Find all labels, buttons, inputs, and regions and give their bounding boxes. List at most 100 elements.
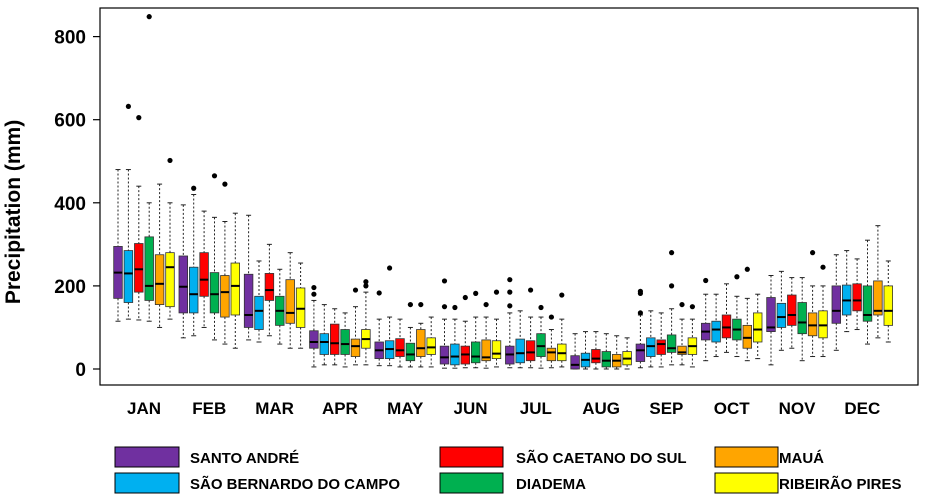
box [154, 254, 165, 305]
plot-frame [99, 7, 919, 386]
y-tick-label: 800 [54, 28, 86, 49]
x-tick-label: OCT [714, 399, 751, 418]
box [601, 351, 612, 368]
box [818, 310, 828, 339]
outlier-point [387, 265, 393, 271]
outlier-point [167, 157, 173, 164]
box [721, 314, 732, 339]
box [873, 280, 883, 316]
outlier-point [441, 278, 448, 284]
box [711, 320, 721, 343]
outlier-point [734, 274, 740, 280]
x-tick-label: SEP [649, 399, 683, 418]
box [319, 333, 330, 355]
x-tick-label: MAR [255, 399, 294, 418]
outlier-point [211, 173, 218, 179]
outlier-point [418, 301, 424, 308]
box [243, 273, 254, 328]
outlier-point [637, 310, 644, 316]
outlier-point [507, 289, 513, 295]
box [123, 250, 134, 303]
box [470, 341, 481, 364]
y-axis-label: Precipitation (mm) [2, 120, 25, 304]
x-tick-label: APR [322, 399, 358, 418]
outlier-point [462, 294, 468, 301]
legend-label: MAUÁ [779, 450, 824, 467]
box [646, 337, 656, 357]
box [797, 302, 807, 335]
box [220, 275, 230, 318]
outlier-point [669, 250, 675, 256]
outlier-point [493, 289, 500, 295]
outlier-point [483, 301, 489, 308]
x-tick-label: AUG [582, 399, 620, 418]
box [515, 338, 525, 364]
outlier-point [507, 277, 513, 283]
legend-label: DIADEMA [516, 476, 586, 493]
outlier-point [407, 301, 413, 308]
y-tick-label: 0 [75, 360, 86, 381]
outlier-point [548, 314, 555, 320]
box [525, 340, 536, 362]
y-tick-label: 200 [54, 277, 86, 298]
box [416, 329, 426, 357]
box [491, 340, 502, 360]
x-tick-label: JUN [453, 399, 487, 418]
box [536, 333, 546, 357]
legend-swatch [714, 446, 779, 468]
box [188, 266, 199, 314]
box [753, 312, 763, 343]
box [309, 330, 319, 349]
box [831, 285, 842, 324]
box [340, 329, 350, 355]
box [405, 342, 416, 362]
box [591, 349, 601, 364]
box [635, 343, 646, 362]
legend-swatch [114, 472, 180, 494]
outlier-point [473, 290, 479, 296]
outlier-point [311, 291, 317, 297]
outlier-point [311, 284, 317, 291]
outlier-point [441, 304, 448, 310]
box [329, 323, 340, 355]
outlier-point [679, 301, 685, 308]
outlier-point [363, 283, 369, 289]
box [766, 297, 776, 333]
box [807, 312, 818, 337]
box [481, 339, 491, 362]
outlier-point [363, 279, 369, 285]
outlier-point [136, 115, 142, 121]
outlier-point [538, 304, 544, 311]
outlier-point [810, 250, 816, 256]
outlier-point [452, 304, 458, 311]
box [178, 255, 189, 314]
outlier-point [689, 304, 696, 310]
box [199, 252, 209, 297]
x-tick-label: NOV [779, 399, 817, 418]
box [285, 279, 295, 324]
box [426, 337, 436, 355]
outlier-point [637, 288, 644, 294]
box [677, 345, 687, 355]
box [144, 236, 154, 301]
box [852, 283, 862, 312]
legend-label: SÃO BERNARDO DO CAMPO [190, 475, 400, 493]
legend-swatch [439, 472, 504, 494]
box [395, 338, 405, 357]
legend-swatch [439, 446, 504, 468]
outlier-point [703, 277, 709, 284]
box [350, 338, 361, 357]
outlier-point [669, 283, 675, 289]
x-tick-label: FEB [192, 399, 226, 418]
box [165, 252, 175, 308]
legend-label: SANTO ANDRÉ [190, 450, 299, 467]
outlier-point [820, 264, 826, 270]
box [264, 273, 275, 301]
box [254, 295, 264, 330]
box [742, 324, 753, 349]
x-tick-label: MAY [387, 399, 424, 418]
legend-label: RIBEIRÃO PIRES [779, 475, 902, 493]
box [134, 243, 144, 293]
legend-swatch [714, 472, 779, 494]
box [546, 347, 557, 362]
